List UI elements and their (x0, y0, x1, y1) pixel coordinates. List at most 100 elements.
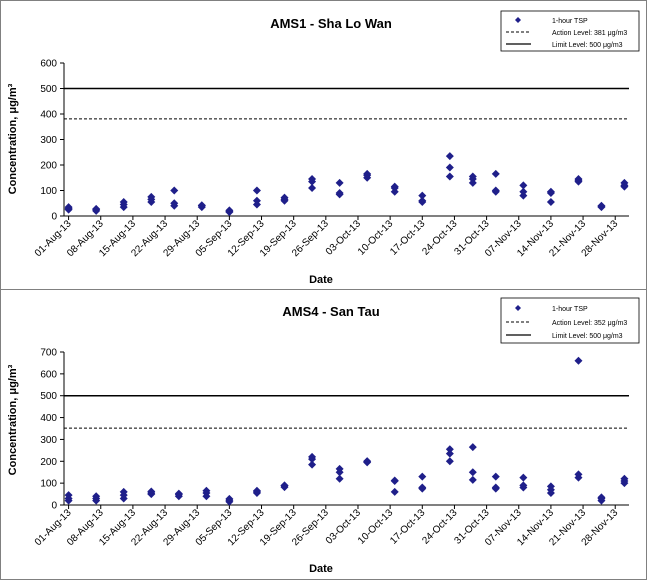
data-point (335, 464, 344, 473)
data-point (280, 193, 289, 202)
data-point (574, 175, 583, 184)
y-axis-label: Concentration, μg/m³ (7, 364, 19, 475)
data-point (225, 206, 234, 215)
legend-entry-tsp: 1-hour TSP (552, 306, 588, 313)
legend-marker-tsp (515, 305, 521, 311)
legend: 1-hour TSP Action Level: 352 μg/m3 Limit… (500, 297, 640, 344)
data-point (308, 183, 317, 192)
data-point (119, 197, 128, 206)
data-point (491, 472, 500, 481)
data-point (468, 443, 477, 452)
chart-title: AMS4 - San Tau (282, 304, 379, 319)
data-point (64, 491, 73, 500)
y-axis-label: Concentration, μg/m³ (7, 83, 19, 194)
data-point (620, 474, 629, 483)
y-tick-label: 300 (40, 135, 57, 146)
data-point (119, 487, 128, 496)
chart-panel-ams1: AMS1 - Sha Lo Wan 0 100 200 300 400 500 600 01-… (0, 0, 647, 290)
data-point (519, 181, 528, 190)
y-tick-label: 400 (40, 110, 57, 121)
legend-entry-limit: Limit Level: 500 μg/m3 (552, 42, 623, 49)
chart-ams1: AMS1 - Sha Lo Wan 010020030040050060001-… (7, 10, 640, 286)
data-point (64, 203, 73, 212)
data-point (620, 178, 629, 187)
data-point (574, 470, 583, 479)
data-point (308, 452, 317, 461)
data-point (308, 460, 317, 469)
data-point (308, 175, 317, 184)
y-tick-label: 200 (40, 161, 57, 172)
y-tick-label: 400 (40, 413, 57, 424)
data-point (491, 186, 500, 195)
y-tick-label: 100 (40, 186, 57, 197)
data-point (519, 473, 528, 482)
data-point (546, 187, 555, 196)
data-point (363, 457, 372, 466)
data-point (147, 192, 156, 201)
data-point (519, 187, 528, 196)
data-point (546, 482, 555, 491)
data-point (468, 172, 477, 181)
y-tick-label: 600 (40, 59, 57, 70)
y-tick-label: 0 (51, 501, 57, 512)
data-point (170, 199, 179, 208)
data-point (197, 201, 206, 210)
data-point (92, 492, 101, 501)
chart-panel-ams4: AMS4 - San Tau 0 100 200 300 400 500 600 700 01-… (0, 289, 647, 580)
data-point (335, 178, 344, 187)
legend-entry-action: Action Level: 381 μg/m3 (552, 30, 627, 37)
data-point (202, 486, 211, 495)
y-tick-label: 600 (40, 369, 57, 380)
data-point (335, 189, 344, 198)
data-point (491, 483, 500, 492)
data-point (390, 476, 399, 485)
data-point (445, 457, 454, 466)
data-point (252, 196, 261, 205)
data-point (418, 483, 427, 492)
data-point (252, 186, 261, 195)
legend-marker-tsp (515, 17, 521, 23)
chart-ams4: AMS4 - San Tau 010020030040050060070001-… (7, 297, 640, 575)
data-point (597, 493, 606, 502)
data-point (546, 197, 555, 206)
data-point (390, 487, 399, 496)
plot-area: 010020030040050060001-Aug-1308-Aug-1315-… (33, 59, 629, 259)
data-point (252, 486, 261, 495)
legend-entry-tsp: 1-hour TSP (552, 18, 588, 25)
x-axis-label: Date (309, 274, 333, 286)
y-tick-label: 500 (40, 84, 57, 95)
data-point (597, 201, 606, 210)
plot-area: 010020030040050060070001-Aug-1308-Aug-13… (33, 348, 629, 548)
data-point (418, 191, 427, 200)
data-point (445, 152, 454, 161)
data-point (519, 481, 528, 490)
data-point (445, 163, 454, 172)
data-point (574, 356, 583, 365)
data-point (491, 169, 500, 178)
y-tick-label: 200 (40, 457, 57, 468)
data-point (445, 172, 454, 181)
data-point (390, 182, 399, 191)
data-point (335, 474, 344, 483)
data-point (468, 475, 477, 484)
legend-entry-action: Action Level: 352 μg/m3 (552, 320, 627, 327)
data-point (418, 196, 427, 205)
y-tick-label: 100 (40, 479, 57, 490)
y-tick-label: 700 (40, 348, 57, 359)
data-point (445, 449, 454, 458)
y-tick-label: 0 (51, 212, 57, 223)
data-point (418, 472, 427, 481)
data-point (468, 468, 477, 477)
data-point (445, 445, 454, 454)
data-point (147, 487, 156, 496)
data-point (280, 481, 289, 490)
data-point (170, 186, 179, 195)
legend-entry-limit: Limit Level: 500 μg/m3 (552, 333, 623, 340)
y-tick-label: 300 (40, 435, 57, 446)
data-point (174, 489, 183, 498)
chart-title: AMS1 - Sha Lo Wan (270, 16, 392, 31)
data-point (363, 169, 372, 178)
x-axis-label: Date (309, 563, 333, 575)
data-point (225, 494, 234, 503)
y-tick-label: 500 (40, 391, 57, 402)
